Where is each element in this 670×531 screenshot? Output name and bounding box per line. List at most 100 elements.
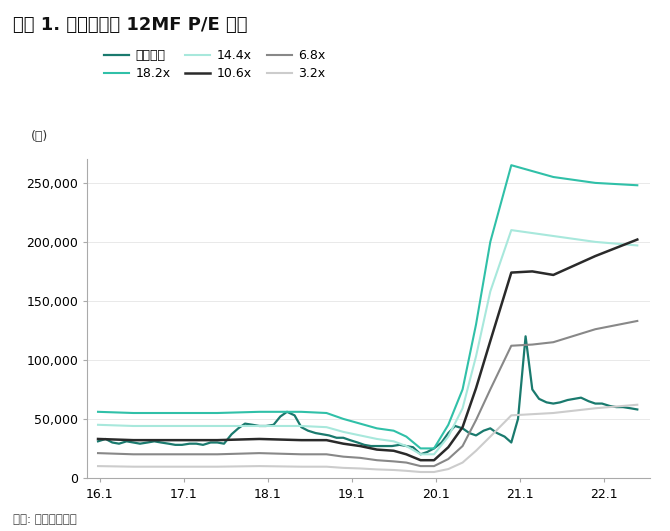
3.2x (390, 467, 398, 473)
18.2x (339, 416, 347, 422)
수정주가 (325, 432, 333, 439)
14.4x (592, 239, 600, 245)
18.2x (486, 239, 494, 245)
6.8x (129, 451, 137, 458)
14.4x (255, 423, 263, 429)
10.6x (458, 424, 466, 430)
Line: 3.2x: 3.2x (98, 405, 637, 472)
14.4x (458, 405, 466, 412)
Line: 14.4x: 14.4x (98, 230, 637, 455)
14.4x (430, 451, 438, 458)
3.2x (402, 468, 410, 474)
3.2x (322, 464, 330, 470)
3.2x (592, 405, 600, 412)
수정주가 (186, 441, 194, 447)
18.2x (213, 410, 221, 416)
14.4x (129, 423, 137, 429)
10.6x (592, 253, 600, 259)
10.6x (472, 385, 480, 391)
10.6x (356, 443, 364, 449)
10.6x (528, 268, 536, 275)
14.4x (322, 424, 330, 430)
3.2x (430, 469, 438, 475)
10.6x (213, 437, 221, 443)
3.2x (255, 463, 263, 469)
수정주가 (367, 443, 375, 449)
6.8x (339, 453, 347, 460)
18.2x (94, 409, 102, 415)
14.4x (633, 242, 641, 249)
18.2x (444, 422, 452, 428)
3.2x (528, 411, 536, 417)
3.2x (297, 464, 306, 470)
수정주가 (521, 333, 529, 339)
10.6x (549, 272, 557, 278)
6.8x (172, 451, 180, 458)
6.8x (507, 342, 515, 349)
6.8x (633, 318, 641, 324)
3.2x (417, 469, 425, 475)
6.8x (472, 417, 480, 423)
6.8x (402, 459, 410, 466)
18.2x (390, 427, 398, 434)
10.6x (402, 451, 410, 458)
14.4x (486, 288, 494, 295)
Line: 10.6x: 10.6x (98, 239, 637, 460)
6.8x (430, 463, 438, 469)
3.2x (94, 463, 102, 469)
14.4x (373, 436, 381, 442)
Text: (원): (원) (31, 131, 48, 143)
18.2x (129, 410, 137, 416)
18.2x (356, 421, 364, 427)
3.2x (458, 459, 466, 466)
14.4x (213, 423, 221, 429)
14.4x (507, 227, 515, 233)
10.6x (486, 338, 494, 344)
3.2x (549, 410, 557, 416)
14.4x (339, 429, 347, 435)
6.8x (444, 456, 452, 462)
18.2x (322, 410, 330, 416)
Text: 그림 1. 실리콘웍스 12MF P/E 추이: 그림 1. 실리콘웍스 12MF P/E 추이 (13, 16, 248, 34)
Text: 자료: 하나금융투자: 자료: 하나금융투자 (13, 513, 77, 526)
18.2x (592, 179, 600, 186)
6.8x (322, 451, 330, 458)
10.6x (94, 436, 102, 442)
3.2x (213, 464, 221, 470)
18.2x (402, 433, 410, 440)
10.6x (172, 437, 180, 443)
6.8x (528, 341, 536, 348)
10.6x (255, 436, 263, 442)
14.4x (94, 422, 102, 428)
18.2x (507, 162, 515, 168)
3.2x (356, 465, 364, 472)
수정주가 (129, 439, 137, 446)
18.2x (297, 409, 306, 415)
10.6x (430, 457, 438, 464)
14.4x (402, 443, 410, 449)
14.4x (356, 432, 364, 439)
3.2x (444, 466, 452, 472)
6.8x (592, 326, 600, 332)
14.4x (417, 451, 425, 458)
6.8x (549, 339, 557, 345)
수정주가 (269, 422, 277, 428)
6.8x (255, 450, 263, 456)
Line: 18.2x: 18.2x (98, 165, 637, 448)
6.8x (356, 455, 364, 461)
18.2x (417, 445, 425, 451)
3.2x (172, 464, 180, 470)
3.2x (507, 412, 515, 418)
14.4x (472, 353, 480, 359)
18.2x (472, 321, 480, 328)
18.2x (255, 409, 263, 415)
18.2x (430, 445, 438, 451)
18.2x (172, 410, 180, 416)
18.2x (549, 174, 557, 180)
6.8x (486, 386, 494, 392)
10.6x (373, 447, 381, 453)
6.8x (417, 463, 425, 469)
10.6x (507, 269, 515, 276)
14.4x (297, 423, 306, 429)
14.4x (444, 433, 452, 440)
